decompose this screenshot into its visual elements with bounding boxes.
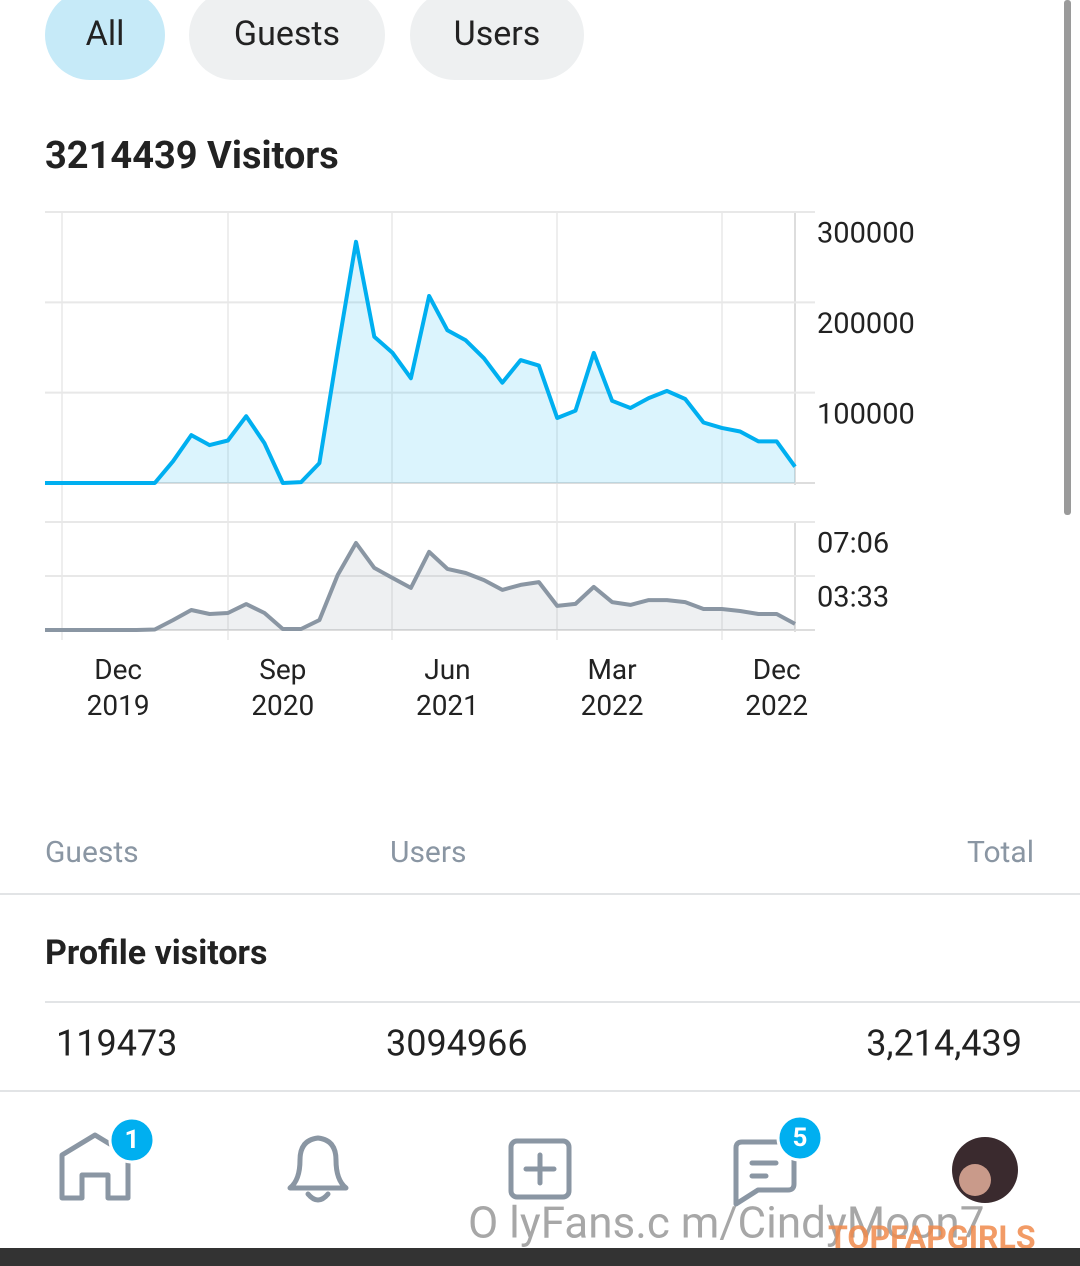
tab-all[interactable] [45, 0, 165, 80]
add-icon[interactable] [508, 1138, 572, 1200]
cell: 3,214,439 [866, 1023, 1022, 1065]
x-tick-label: Jun 2021 [415, 653, 479, 722]
badge-count: 1 [125, 1125, 140, 1155]
tab-label[interactable]: All [86, 14, 125, 54]
cell: 3094966 [386, 1023, 528, 1065]
watermark: O lyFans.c m/CindyMoon7 [468, 1197, 984, 1249]
bell-icon[interactable] [287, 1135, 349, 1203]
y-tick-label: 07:06 [817, 527, 889, 561]
x-tick-label: Dec 2022 [745, 653, 809, 722]
column-header: Guests [45, 835, 139, 870]
system-bar [0, 1248, 1080, 1266]
column-header: Total [967, 835, 1034, 870]
tab-users[interactable] [410, 0, 584, 80]
badge-count: 5 [793, 1123, 808, 1153]
x-tick-label: Mar 2022 [580, 653, 644, 722]
x-tick-label: Dec 2019 [86, 653, 150, 722]
y-tick-label: 200000 [817, 307, 915, 341]
tab-label[interactable]: Users [454, 14, 541, 54]
add-plus [523, 1152, 557, 1186]
y-tick-label: 300000 [817, 217, 915, 251]
line [45, 541, 796, 632]
y-tick-label: 03:33 [817, 581, 889, 615]
scrollbar [1064, 0, 1071, 515]
badge [108, 1116, 156, 1164]
line [45, 239, 797, 485]
y-tick-label: 100000 [817, 397, 915, 431]
x-tick-label: Sep 2020 [251, 653, 315, 722]
tab-guests[interactable] [189, 0, 385, 80]
cell: 119473 [56, 1023, 177, 1065]
column-header: Users [390, 835, 467, 870]
avatar-face [959, 1164, 991, 1196]
charts: 100000 200000 300000 03:33 07:06 [45, 211, 915, 632]
vertical-grid [61, 212, 723, 640]
area [45, 543, 795, 630]
tab-label[interactable]: Guests [234, 14, 340, 54]
badge [776, 1114, 824, 1162]
area [45, 241, 795, 483]
title: 3214439 Visitors [45, 134, 339, 178]
section-title: Profile visitors [45, 933, 267, 973]
